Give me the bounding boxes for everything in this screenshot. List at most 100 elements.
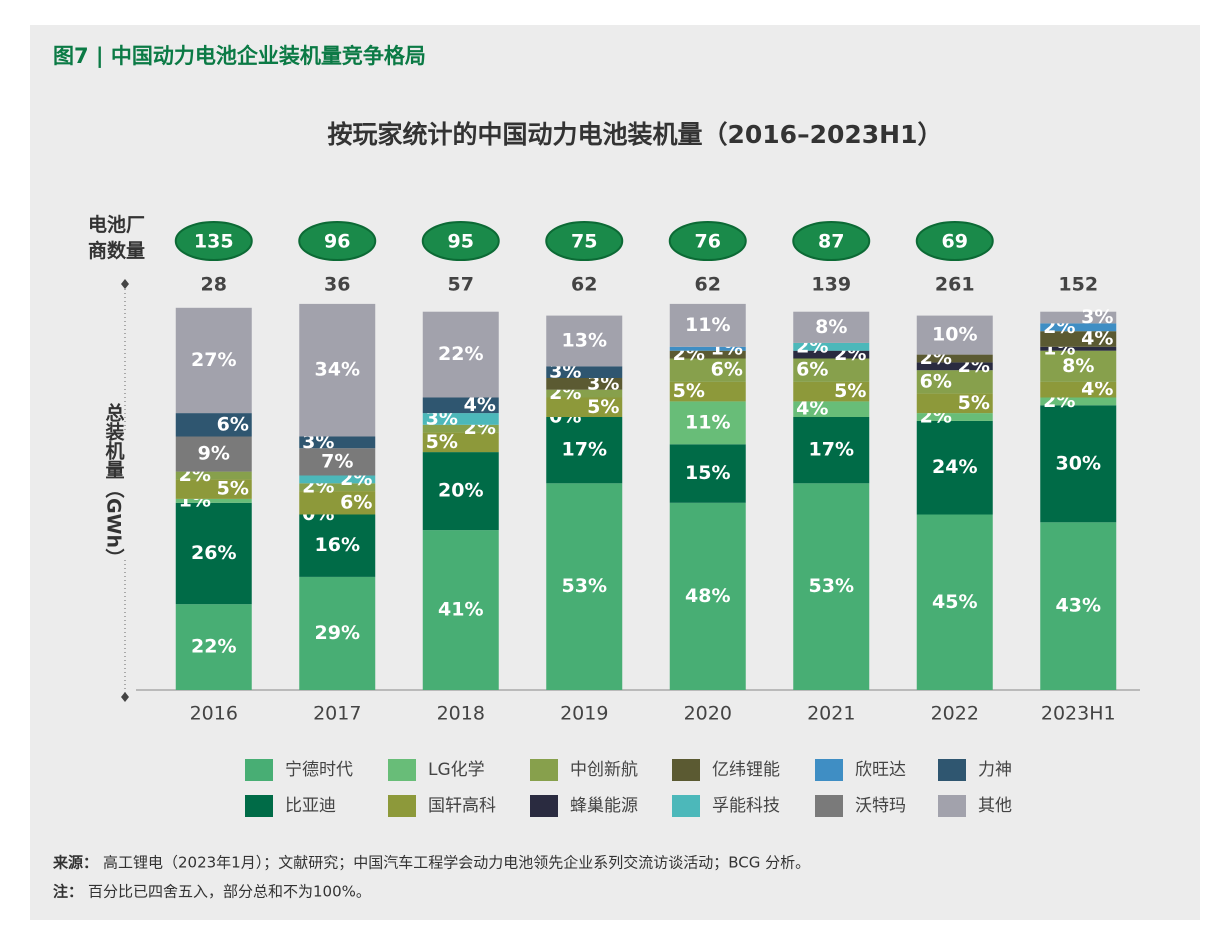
bar-segment: [546, 417, 623, 484]
bar-segment: [793, 311, 870, 343]
value-label: 17%: [809, 439, 854, 461]
value-label: 41%: [438, 599, 483, 621]
source-label: 来源：: [52, 854, 98, 872]
value-label: 30%: [1056, 452, 1101, 474]
x-tick-label: 2018: [437, 703, 485, 725]
legend-swatch: [530, 759, 558, 781]
value-label: 6%: [340, 491, 372, 513]
value-label: 13%: [562, 329, 607, 351]
legend-swatch: [938, 759, 966, 781]
note-label: 注：: [53, 883, 83, 901]
legend-label: 沃特玛: [855, 796, 906, 816]
company-count: 69: [942, 231, 968, 253]
bar-segment: [1040, 346, 1117, 351]
company-count: 87: [818, 231, 844, 253]
value-label: 11%: [685, 314, 730, 336]
value-label: 5%: [958, 392, 990, 414]
x-tick-label: 2021: [807, 703, 855, 725]
bar-segment: [793, 401, 870, 417]
bar-segment: [299, 576, 376, 690]
x-tick-label: 2019: [560, 703, 608, 725]
count-oval: [421, 221, 500, 261]
bar-segment: [916, 413, 993, 421]
count-oval: [545, 221, 624, 261]
bar-segment: [793, 358, 870, 382]
count-oval: [792, 221, 871, 261]
bar-segment: [422, 432, 499, 453]
source: 高工锂电（2023年1月）；文献研究；中国汽车工程学会动力电池领先企业系列交流访…: [103, 854, 810, 872]
value-label: 8%: [815, 316, 847, 338]
bar-segment: [916, 420, 993, 515]
bar-segment: [1040, 381, 1117, 398]
value-label: 10%: [932, 324, 977, 346]
value-label: 4%: [1081, 328, 1113, 350]
value-label: 29%: [315, 622, 360, 644]
count-label: 电池厂商数量: [87, 214, 145, 262]
count-oval: [668, 221, 747, 261]
total-label: 139: [811, 274, 851, 296]
bar-segment: [669, 381, 746, 402]
bar-segment: [1040, 311, 1117, 324]
x-tick-label: 2020: [684, 703, 732, 725]
bar-segment: [793, 417, 870, 484]
bar-segment: [1040, 323, 1117, 332]
bar-segment: [299, 491, 376, 515]
value-label: 26%: [191, 542, 236, 564]
value-label: 4%: [796, 398, 828, 420]
count-oval: [174, 221, 253, 261]
bar-segment: [299, 448, 376, 476]
count-label-box: 电池厂商数量: [87, 214, 145, 262]
value-label: 6%: [796, 359, 828, 381]
value-label: 34%: [315, 359, 360, 381]
value-label: 11%: [685, 411, 730, 433]
bar-segment: [916, 362, 993, 371]
value-label: 3%: [1081, 306, 1113, 328]
x-tick-label: 2022: [931, 703, 979, 725]
x-tick-label: 2016: [190, 703, 238, 725]
chart-title: 按玩家统计的中国动力电池装机量（2016–2023H1）: [328, 120, 943, 149]
bar-segment: [546, 378, 623, 390]
bar-segment: [916, 514, 993, 690]
bar-segment: [175, 604, 252, 690]
legend-swatch: [245, 795, 273, 817]
value-label: 5%: [587, 396, 619, 418]
bar-segment: [1040, 331, 1117, 347]
value-label: 24%: [932, 456, 977, 478]
note: 百分比已四舍五入，部分总和不为100%。: [88, 883, 371, 901]
total-label: 57: [448, 274, 474, 296]
value-label: 15%: [685, 462, 730, 484]
bar-segment: [299, 514, 376, 577]
value-label: 5%: [834, 380, 866, 402]
bar-segment: [669, 350, 746, 359]
value-label: 6%: [920, 370, 952, 392]
bar-segment: [299, 303, 376, 437]
bar-segment: [299, 475, 376, 484]
bar-segment: [175, 498, 252, 503]
company-count: 135: [194, 231, 234, 253]
legend-swatch: [245, 759, 273, 781]
bar-segment: [1040, 522, 1117, 690]
bar-segment: [793, 381, 870, 402]
bar-segment: [669, 444, 746, 503]
legend-label: 亿纬锂能: [712, 760, 780, 780]
bar-segment: [546, 389, 623, 398]
bar-segment: [422, 311, 499, 398]
x-tick-label: 2017: [313, 703, 361, 725]
value-label: 6%: [711, 359, 743, 381]
bar-segment: [175, 413, 252, 437]
company-count: 96: [324, 231, 350, 253]
value-label: 53%: [562, 575, 607, 597]
bar-segment: [422, 452, 499, 531]
bar-segment: [669, 303, 746, 347]
bar-segment: [916, 354, 993, 363]
value-label: 17%: [562, 439, 607, 461]
bar-segment: [175, 502, 252, 605]
bar-segment: [175, 436, 252, 472]
bar-segment: [916, 315, 993, 355]
bar-segment: [546, 315, 623, 367]
legend-label: 力神: [978, 760, 1012, 780]
bar-segment: [793, 342, 870, 351]
company-count: 75: [571, 231, 597, 253]
legend-swatch: [388, 795, 416, 817]
bar-segment: [175, 307, 252, 414]
